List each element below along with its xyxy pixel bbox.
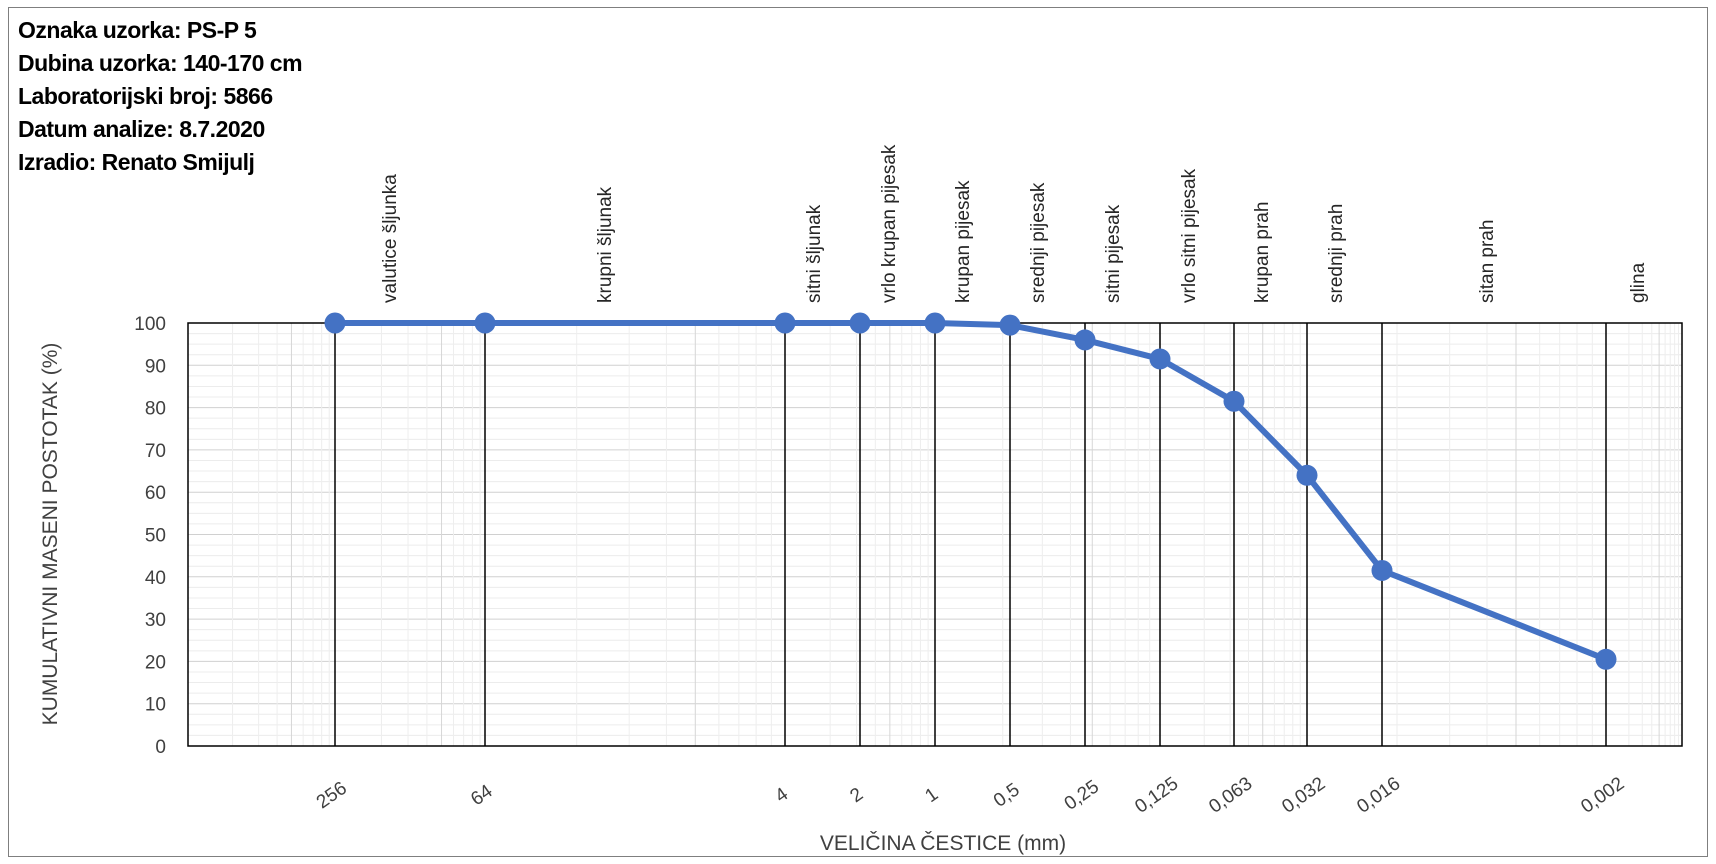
y-tick-label: 20 [145,652,166,673]
size-class-label: sitni šljunak [804,204,825,303]
series-cumulative [324,312,1617,670]
x-tick-label: 2 [846,784,867,807]
lab-number: Laboratorijski broj: 5866 [18,83,273,109]
size-class-label: valutice šljunka [380,174,401,303]
chart-frame [8,7,1708,857]
size-class-label: vrlo krupan pijesak [879,144,900,303]
x-tick-label: 0,016 [1353,773,1404,817]
x-tick-label: 0,032 [1278,773,1329,817]
data-point [1223,390,1245,412]
x-tick-label: 4 [771,784,792,808]
size-class-label: krupni šljunak [595,186,616,303]
author: Izradio: Renato Smijulj [18,149,255,175]
data-point [849,312,871,334]
x-tick-label: 0,25 [1061,776,1103,814]
size-class-label: srednji pijesak [1028,182,1049,303]
analysis-date: Datum analize: 8.7.2020 [18,116,265,142]
data-point [774,312,796,334]
size-class-label: vrlo sitni pijesak [1179,168,1200,303]
data-point [1074,329,1096,351]
x-tick-label: 0,002 [1577,773,1628,817]
x-tick-label: 0,063 [1205,773,1256,817]
y-tick-label: 100 [134,314,166,335]
y-tick-label: 50 [145,526,166,547]
y-tick-label: 60 [145,483,166,504]
size-class-label: sitan prah [1477,220,1498,303]
sample-depth: Dubina uzorka: 140-170 cm [18,50,303,76]
x-tick-label: 1 [921,784,942,807]
size-class-label: krupan pijesak [953,180,974,303]
x-axis-label: VELIČINA ČESTICE (mm) [820,832,1066,855]
size-class-label: srednji prah [1326,204,1347,303]
data-point [924,312,946,334]
y-tick-label: 30 [145,610,166,631]
y-tick-labels: 0 10 20 30 40 50 60 70 80 90 100 [134,314,166,758]
x-tick-label: 256 [313,778,351,813]
series-line [335,320,1608,663]
x-tick-label: 0,5 [990,779,1024,811]
y-tick-label: 0 [155,737,166,758]
x-tick-label: 0,125 [1131,773,1182,817]
size-class-labels: valutice šljunka krupni šljunak sitni šlju… [380,144,1649,303]
y-tick-label: 10 [145,695,166,716]
data-point [1296,464,1318,486]
data-point [1371,559,1393,581]
data-point [1149,348,1171,370]
size-class-label: glina [1628,262,1649,303]
sample-info: Oznaka uzorka: PS-P 5 Dubina uzorka: 140… [18,14,303,179]
y-tick-label: 40 [145,568,166,589]
data-point [999,314,1021,336]
y-axis-label: KUMULATIVNI MASENI POSTOTAK (%) [39,343,62,726]
y-tick-label: 90 [145,356,166,377]
y-tick-label: 70 [145,441,166,462]
y-tick-label: 80 [145,399,166,420]
size-class-label: sitni pijesak [1103,204,1124,303]
data-point [1595,648,1617,670]
data-point [474,312,496,334]
sample-id: Oznaka uzorka: PS-P 5 [18,17,257,43]
data-point [324,312,346,334]
x-tick-labels: 256 64 4 2 1 0,5 0,25 0,125 0,063 0,032 0,016 0,002 [313,773,1629,817]
size-class-label: krupan prah [1252,202,1273,303]
x-tick-label: 64 [467,781,497,811]
